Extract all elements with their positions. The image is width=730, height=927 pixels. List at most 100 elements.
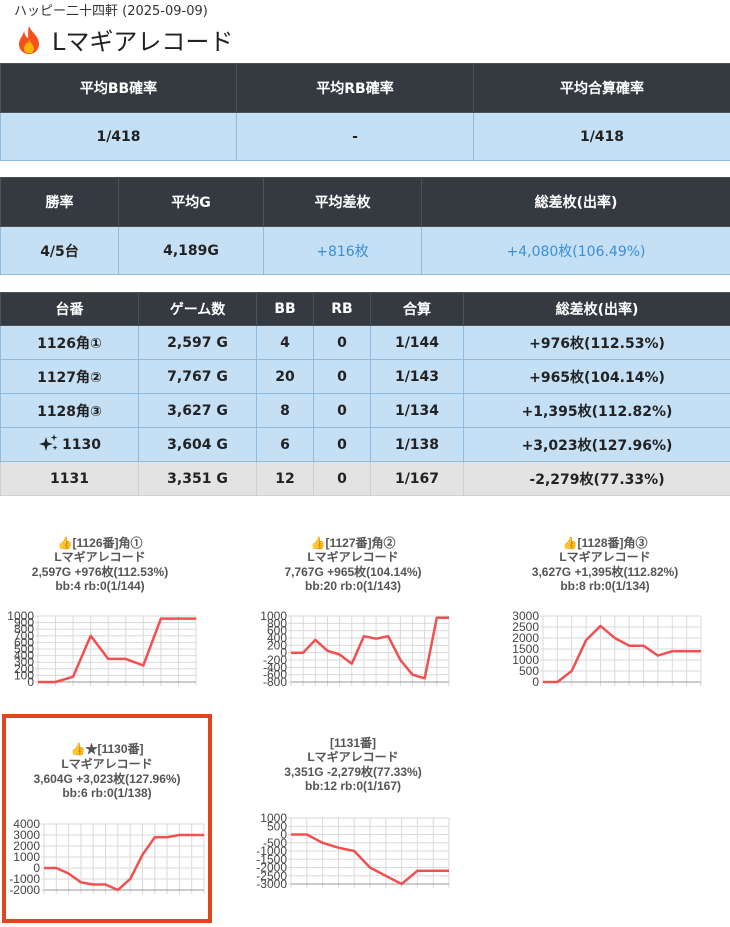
y-tick-label: 200: [14, 662, 34, 676]
diff-cell: +965枚(104.14%): [463, 359, 730, 394]
y-tick-label: 100: [14, 668, 34, 682]
machine-no-cell[interactable]: 1126角①: [0, 325, 139, 360]
machine-chart-card[interactable]: 👍[1127番]角② Lマギアレコード 7,767G +965枚(104.14%…: [253, 512, 453, 694]
diff-series-line: [543, 624, 701, 684]
total-diff-value: +4,080枚(106.49%): [421, 226, 730, 275]
y-tick-label: -1000: [9, 872, 40, 886]
combined-cell: 1/138: [370, 427, 464, 462]
y-tick-label: 500: [519, 664, 539, 678]
store-date-subtitle: ハッピー二十四軒 (2025-09-09): [14, 4, 208, 19]
y-tick-label: 4000: [13, 817, 40, 831]
avg-bb-value: 1/418: [0, 112, 237, 161]
y-tick-label: -1000: [256, 844, 287, 858]
y-tick-label: 0: [280, 646, 287, 660]
bb-cell: 12: [256, 461, 314, 496]
card-model-label: Lマギアレコード: [54, 550, 146, 564]
header-rb: RB: [313, 292, 371, 326]
card-machine-label: 👍[1126番]角①: [57, 536, 143, 550]
combined-cell: 1/144: [370, 325, 464, 360]
y-tick-label: 500: [267, 819, 287, 833]
machine-chart-card[interactable]: [1131番] Lマギアレコード 3,351G -2,279枚(77.33%) …: [253, 718, 453, 912]
machine-no-text: 1130: [62, 436, 101, 453]
y-tick-label: 900: [14, 616, 34, 630]
rb-cell: 0: [313, 359, 371, 394]
diff-series-line: [291, 616, 449, 680]
header-bb: BB: [256, 292, 314, 326]
y-tick-label: 1500: [512, 642, 539, 656]
y-tick-label: 800: [14, 622, 34, 636]
y-tick-label: 600: [14, 635, 34, 649]
games-cell: 7,767 G: [138, 359, 257, 394]
bb-cell: 8: [256, 393, 314, 428]
card-games-diff-label: 3,604G +3,023枚(127.96%): [33, 772, 181, 786]
table-row[interactable]: 1127角② 7,767 G 20 0 1/143 +965枚(104.14%): [0, 359, 730, 394]
rb-cell: 0: [313, 427, 371, 462]
machine-title: Lマギアレコード: [52, 28, 234, 56]
y-tick-label: 200: [267, 638, 287, 652]
summary-result-table: 勝率 平均G 平均差枚 総差枚(出率) 4/5台 4,189G +816枚 +4…: [0, 177, 730, 275]
games-cell: 3,604 G: [138, 427, 257, 462]
machine-chart-card[interactable]: 👍★[1130番] Lマギアレコード 3,604G +3,023枚(127.96…: [6, 718, 208, 919]
selected-card-highlight: [2, 714, 212, 923]
rb-cell: 0: [313, 325, 371, 360]
y-tick-label: 1000: [13, 850, 40, 864]
y-tick-label: 1000: [7, 609, 34, 623]
header-avg-diff: 平均差枚: [263, 177, 422, 227]
diff-cell: +976枚(112.53%): [463, 325, 730, 360]
diff-series-line: [44, 833, 204, 892]
card-games-diff-label: 7,767G +965枚(104.14%): [284, 565, 422, 579]
card-bb-rb-label: bb:12 rb:0(1/167): [304, 779, 402, 793]
y-tick-label: 2500: [512, 620, 539, 634]
y-tick-label: -800: [263, 675, 287, 689]
header-total-diff: 総差枚(出率): [463, 292, 730, 326]
y-tick-label: 300: [14, 655, 34, 669]
y-tick-label: -500: [263, 836, 287, 850]
diff-cell: -2,279枚(77.33%): [463, 461, 730, 496]
card-bb-rb-label: bb:4 rb:0(1/144): [55, 579, 145, 593]
rb-cell: 0: [313, 461, 371, 496]
card-bb-rb-label: bb:8 rb:0(1/134): [560, 579, 650, 593]
machine-no-cell[interactable]: 1128角③: [0, 393, 139, 428]
diff-series-line: [291, 833, 449, 886]
avg-rb-value: -: [236, 112, 474, 161]
machine-no-cell[interactable]: 1131: [0, 461, 139, 496]
card-model-label: Lマギアレコード: [559, 550, 651, 564]
table-row[interactable]: 1130 3,604 G 6 0 1/138 +3,023枚(127.96%): [0, 427, 730, 462]
avg-diff-value: +816枚: [263, 226, 422, 275]
diff-cell: +3,023枚(127.96%): [463, 427, 730, 462]
table-row[interactable]: 1131 3,351 G 12 0 1/167 -2,279枚(77.33%): [0, 461, 730, 496]
header-avg-games: 平均G: [118, 177, 264, 227]
header-combined: 合算: [370, 292, 464, 326]
summary-probability-table: 平均BB確率 平均RB確率 平均合算確率 1/418 - 1/418: [0, 63, 730, 161]
bb-cell: 6: [256, 427, 314, 462]
diff-series-line: [38, 617, 196, 684]
machine-no-cell[interactable]: 1130: [0, 427, 139, 462]
machine-chart-card[interactable]: 👍[1128番]角③ Lマギアレコード 3,627G +1,395枚(112.8…: [505, 512, 705, 712]
card-bb-rb-label: bb:6 rb:0(1/138): [62, 786, 152, 800]
table-row[interactable]: 1128角③ 3,627 G 8 0 1/134 +1,395枚(112.82%…: [0, 393, 730, 428]
table-row[interactable]: 1126角① 2,597 G 4 0 1/144 +976枚(112.53%): [0, 325, 730, 360]
games-cell: 2,597 G: [138, 325, 257, 360]
rb-cell: 0: [313, 393, 371, 428]
y-tick-label: -2000: [256, 861, 287, 875]
y-tick-label: 400: [14, 649, 34, 663]
card-model-label: Lマギアレコード: [307, 750, 399, 764]
card-machine-label: [1131番]: [329, 736, 377, 750]
machine-no-cell[interactable]: 1127角②: [0, 359, 139, 394]
header-win-rate: 勝率: [0, 177, 119, 227]
card-model-label: Lマギアレコード: [61, 757, 153, 771]
y-tick-label: 0: [27, 675, 34, 689]
combined-cell: 1/167: [370, 461, 464, 496]
y-tick-label: -2500: [256, 869, 287, 883]
machine-chart-card[interactable]: 👍[1126番]角① Lマギアレコード 2,597G +976枚(112.53%…: [0, 512, 200, 694]
card-machine-label: 👍[1127番]角②: [310, 536, 396, 550]
y-tick-label: -200: [263, 653, 287, 667]
y-tick-label: 400: [267, 631, 287, 645]
y-tick-label: 2000: [13, 839, 40, 853]
bb-cell: 4: [256, 325, 314, 360]
combined-cell: 1/134: [370, 393, 464, 428]
header-games: ゲーム数: [138, 292, 257, 326]
